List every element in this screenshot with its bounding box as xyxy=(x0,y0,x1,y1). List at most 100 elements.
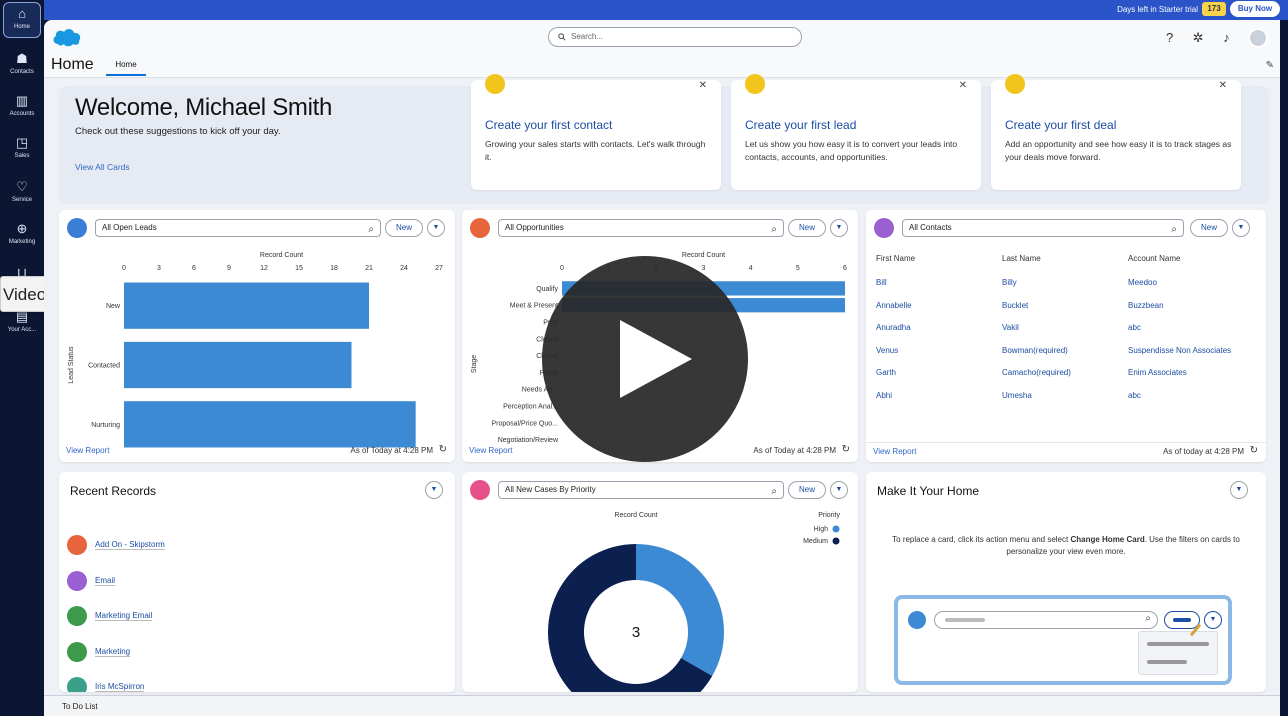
search-icon[interactable]: ⌕ xyxy=(368,224,374,235)
refresh-icon[interactable]: ↻ xyxy=(438,444,447,455)
bar[interactable] xyxy=(124,341,352,389)
nav-item-home[interactable]: ⌂ Home xyxy=(3,2,41,38)
view-report-link[interactable]: View Report xyxy=(469,446,513,455)
list-item[interactable]: Marketing xyxy=(67,641,367,664)
new-opportunity-button[interactable]: New xyxy=(788,219,826,237)
column-header[interactable]: Last Name xyxy=(1002,254,1041,263)
nav-item-label: Sales xyxy=(14,153,30,159)
table-cell-link[interactable]: Bowman(required) xyxy=(1002,345,1068,355)
close-icon[interactable]: ✕ xyxy=(1218,80,1227,91)
nav-item-contacts[interactable]: ☗ Contacts xyxy=(0,48,44,84)
record-link[interactable]: Marketing xyxy=(95,646,131,657)
list-item[interactable]: Iris McSpirron xyxy=(67,677,367,692)
suggestion-title[interactable]: Create your first contact xyxy=(485,118,613,132)
new-case-button[interactable]: New xyxy=(788,481,826,499)
record-link[interactable]: Add On - Skipstorm xyxy=(95,540,165,550)
video-play-button[interactable] xyxy=(542,256,748,462)
table-cell-link[interactable]: abc xyxy=(1128,390,1141,400)
table-cell-link[interactable]: Buzzbean xyxy=(1128,300,1164,310)
edit-page-icon[interactable]: ✎ xyxy=(1265,60,1274,71)
contacts-menu-chevron-icon[interactable]: ▼ xyxy=(1232,219,1250,237)
table-cell-link[interactable]: Bill xyxy=(876,278,887,287)
tab-home[interactable]: Home xyxy=(106,56,146,76)
new-lead-button[interactable]: New xyxy=(385,219,423,237)
avatar[interactable] xyxy=(1248,28,1268,48)
suggestion-card-deal[interactable]: ✕ Create your first deal Add an opportun… xyxy=(991,74,1241,190)
opps-menu-chevron-icon[interactable]: ▼ xyxy=(830,219,848,237)
suggestion-card-lead[interactable]: ✕ Create your first lead Let us show you… xyxy=(731,74,981,190)
buy-now-button[interactable]: Buy Now xyxy=(1230,1,1280,17)
table-cell-link[interactable]: Umesha xyxy=(1002,390,1032,400)
refresh-icon[interactable]: ↻ xyxy=(841,444,850,455)
record-type-icon xyxy=(67,641,87,662)
opps-list-view-select[interactable]: All Opportunities ⌕ xyxy=(498,219,784,237)
recent-menu-chevron-icon[interactable]: ▼ xyxy=(425,481,443,499)
donut-slice[interactable] xyxy=(636,544,724,676)
close-icon[interactable]: ✕ xyxy=(698,80,707,91)
bar[interactable] xyxy=(124,401,416,448)
illustration-search-bar: ⌕ xyxy=(934,611,1158,629)
your-account-icon: ▤ xyxy=(15,309,29,324)
suggestion-title[interactable]: Create your first lead xyxy=(745,118,857,132)
close-icon[interactable]: ✕ xyxy=(958,80,967,91)
table-cell-link[interactable]: Anuradha xyxy=(876,323,911,332)
cases-list-view-select[interactable]: All New Cases By Priority ⌕ xyxy=(498,481,784,499)
nav-item-service[interactable]: ♡ Service xyxy=(0,176,44,212)
table-cell-link[interactable]: Enim Associates xyxy=(1128,368,1187,377)
search-icon[interactable]: ⌕ xyxy=(771,224,777,235)
bell-icon[interactable]: ♪ xyxy=(1223,30,1230,45)
suggestion-title[interactable]: Create your first deal xyxy=(1005,118,1117,132)
make-home-menu-chevron-icon[interactable]: ▼ xyxy=(1230,481,1248,499)
leads-chart: Record Count 0 3 6 9 12 15 18 21 24 27 New Contacted… xyxy=(68,252,443,448)
table-cell-link[interactable]: Garth xyxy=(876,368,897,377)
new-contact-button[interactable]: New xyxy=(1190,219,1228,237)
nav-item-your-acc[interactable]: ▤ Your Acc... xyxy=(0,306,44,342)
chart-title: Record Count xyxy=(682,252,725,259)
as-of-text: As of Today at 4:28 PM xyxy=(350,446,433,455)
view-all-cards-link[interactable]: View All Cards xyxy=(75,162,130,172)
table-cell-link[interactable]: Bucklet xyxy=(1002,300,1029,310)
search-icon[interactable]: ⌕ xyxy=(1171,224,1177,235)
suggestion-badge-icon xyxy=(745,74,765,94)
accounts-icon: ▥ xyxy=(15,93,29,108)
make-home-text-bold: Change Home Card xyxy=(1070,535,1145,544)
x-tick-label: 0 xyxy=(122,265,126,272)
record-link[interactable]: Iris McSpirron xyxy=(95,682,145,692)
donut-slice[interactable] xyxy=(547,544,713,692)
suggestion-card-contact[interactable]: ✕ Create your first contact Growing your… xyxy=(471,74,721,190)
table-cell-link[interactable]: abc xyxy=(1128,323,1141,332)
table-cell-link[interactable]: Billy xyxy=(1002,278,1017,287)
global-search-input[interactable]: Search... xyxy=(548,27,802,47)
view-report-link[interactable]: View Report xyxy=(66,446,110,455)
table-cell-link[interactable]: Annabelle xyxy=(876,300,912,310)
bar[interactable] xyxy=(124,282,369,329)
nav-item-cart[interactable]: ⊔ xyxy=(0,262,44,298)
table-cell-link[interactable]: Camacho(required) xyxy=(1002,368,1071,377)
list-item[interactable]: Marketing Email xyxy=(67,606,367,628)
leads-menu-chevron-icon[interactable]: ▼ xyxy=(427,219,445,237)
table-cell-link[interactable]: Venus xyxy=(876,345,899,355)
column-header[interactable]: First Name xyxy=(876,254,916,263)
view-report-link[interactable]: View Report xyxy=(873,447,917,456)
search-icon[interactable]: ⌕ xyxy=(771,486,777,497)
column-header[interactable]: Account Name xyxy=(1128,254,1181,263)
gear-icon[interactable]: ✲ xyxy=(1192,30,1204,45)
nav-item-sales[interactable]: ◳ Sales xyxy=(0,132,44,168)
list-item[interactable]: Email xyxy=(67,570,367,593)
table-cell-link[interactable]: Suspendisse Non Associates xyxy=(1128,345,1232,355)
chart-title: Record Count xyxy=(614,512,657,519)
nav-item-accounts[interactable]: ▥ Accounts xyxy=(0,90,44,126)
list-item[interactable]: Add On - Skipstorm xyxy=(67,535,367,557)
to-do-list-button[interactable]: To Do List xyxy=(62,702,98,711)
table-cell-link[interactable]: Vakil xyxy=(1002,323,1019,332)
table-cell-link[interactable]: Meedoo xyxy=(1128,278,1157,287)
nav-item-marketing[interactable]: ⊕ Marketing xyxy=(0,218,44,254)
cases-menu-chevron-icon[interactable]: ▼ xyxy=(830,481,848,499)
table-cell-link[interactable]: Abhi xyxy=(876,390,893,400)
record-link[interactable]: Marketing Email xyxy=(95,611,153,621)
record-link[interactable]: Email xyxy=(95,575,116,586)
refresh-icon[interactable]: ↻ xyxy=(1249,445,1258,456)
help-icon[interactable]: ? xyxy=(1166,30,1174,45)
leads-list-view-select[interactable]: All Open Leads ⌕ xyxy=(95,219,381,237)
contacts-list-view-select[interactable]: All Contacts ⌕ xyxy=(902,219,1184,237)
